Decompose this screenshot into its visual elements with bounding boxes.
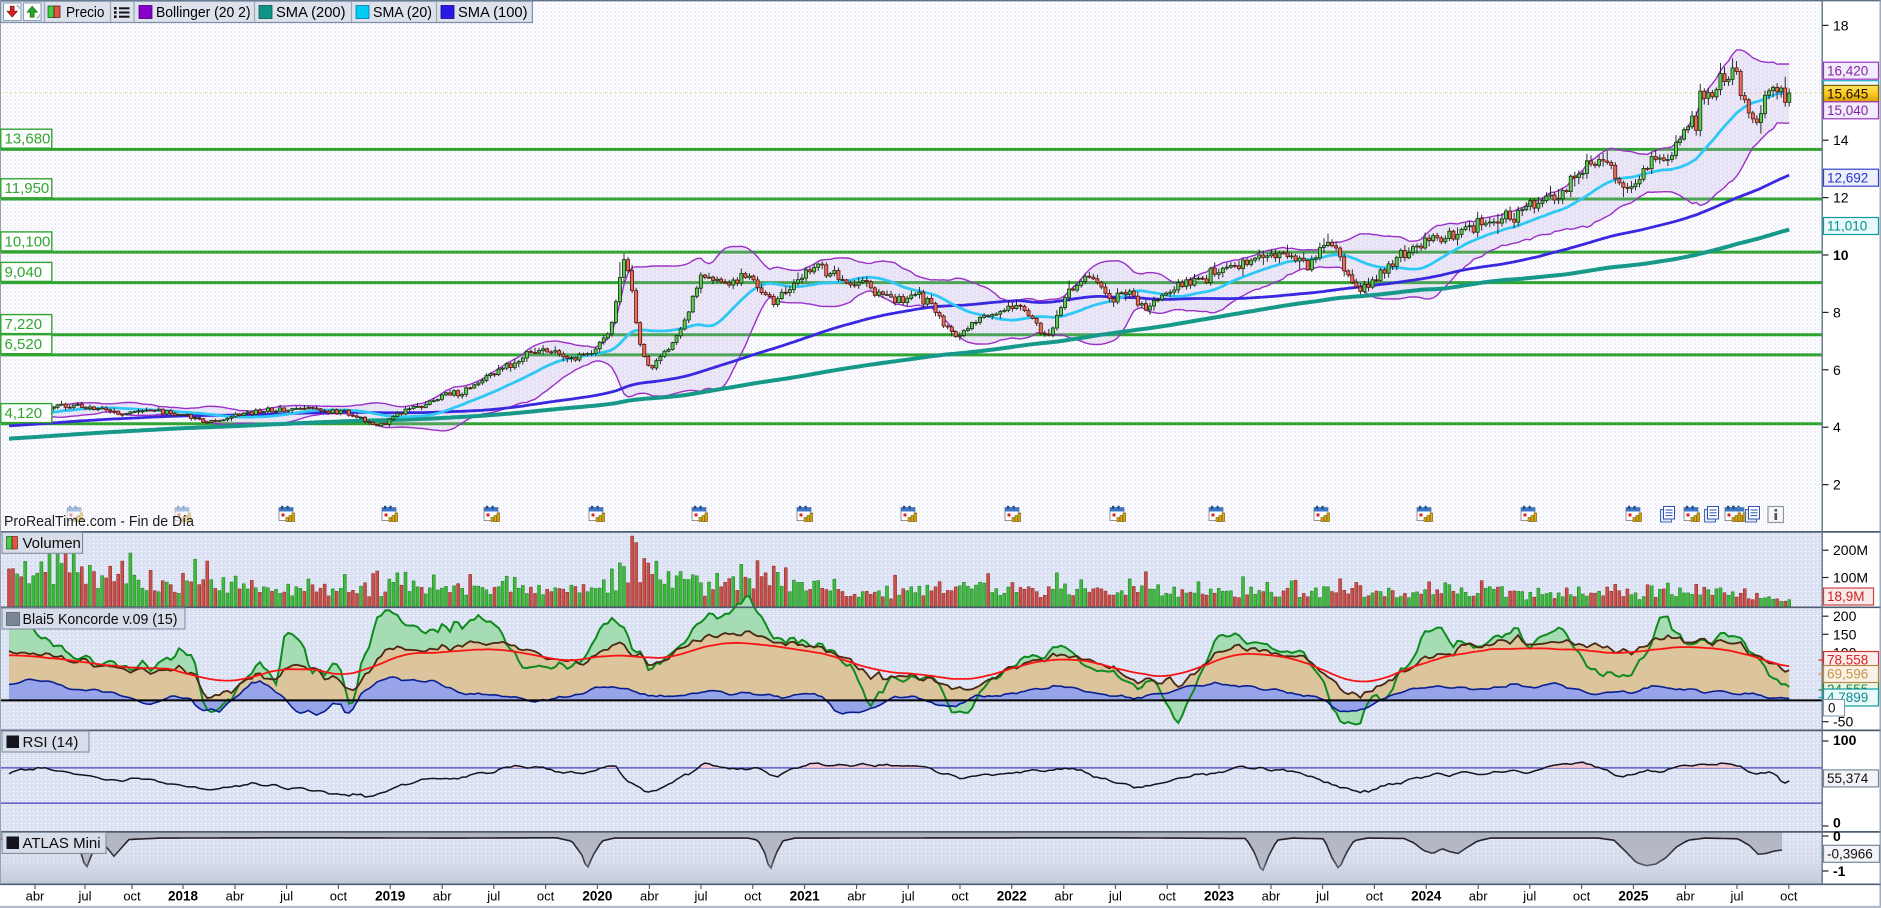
svg-text:6,520: 6,520: [5, 336, 43, 353]
svg-text:jul: jul: [1522, 889, 1536, 904]
svg-text:oct: oct: [330, 889, 348, 904]
svg-text:69,596: 69,596: [1827, 667, 1868, 682]
svg-text:Volumen: Volumen: [23, 535, 81, 552]
svg-text:13,680: 13,680: [5, 131, 51, 148]
svg-text:jul: jul: [901, 889, 915, 904]
svg-text:jul: jul: [1729, 889, 1743, 904]
svg-text:11,010: 11,010: [1827, 219, 1867, 234]
svg-text:oct: oct: [1159, 889, 1177, 904]
svg-text:9,040: 9,040: [5, 264, 43, 281]
svg-text:Precio: Precio: [66, 4, 105, 21]
svg-text:2020: 2020: [582, 889, 612, 904]
svg-text:oct: oct: [951, 889, 969, 904]
svg-text:abr: abr: [1054, 889, 1073, 904]
svg-text:abr: abr: [1262, 889, 1281, 904]
svg-text:15,040: 15,040: [1827, 103, 1868, 118]
svg-text:-1: -1: [1833, 863, 1846, 879]
svg-text:jul: jul: [1315, 889, 1329, 904]
svg-text:oct: oct: [1573, 889, 1591, 904]
svg-text:2018: 2018: [168, 889, 199, 904]
svg-text:abr: abr: [1676, 889, 1695, 904]
svg-text:oct: oct: [744, 889, 762, 904]
svg-text:abr: abr: [26, 889, 45, 904]
svg-text:150: 150: [1833, 626, 1857, 642]
svg-text:SMA (200): SMA (200): [276, 4, 346, 21]
svg-text:oct: oct: [123, 889, 141, 904]
svg-text:2021: 2021: [790, 889, 821, 904]
svg-text:0: 0: [1828, 701, 1836, 716]
svg-text:100: 100: [1833, 732, 1857, 748]
svg-text:abr: abr: [433, 889, 452, 904]
svg-text:4: 4: [1833, 419, 1841, 435]
svg-text:-0,3966: -0,3966: [1827, 847, 1873, 862]
svg-text:RSI (14): RSI (14): [23, 734, 79, 751]
svg-text:2019: 2019: [375, 889, 405, 904]
svg-text:jul: jul: [1108, 889, 1122, 904]
svg-text:Bollinger (20 2): Bollinger (20 2): [156, 4, 251, 21]
svg-text:78,558: 78,558: [1827, 653, 1868, 668]
svg-text:SMA (100): SMA (100): [458, 4, 528, 21]
svg-text:100M: 100M: [1833, 570, 1868, 586]
svg-text:16,420: 16,420: [1827, 63, 1868, 78]
svg-text:55,374: 55,374: [1827, 771, 1869, 786]
svg-text:jul: jul: [77, 889, 91, 904]
svg-text:ATLAS Mini: ATLAS Mini: [23, 835, 101, 852]
svg-text:SMA (20): SMA (20): [373, 4, 432, 21]
svg-text:0: 0: [1833, 828, 1841, 844]
svg-text:4,120: 4,120: [5, 405, 43, 422]
svg-text:-50: -50: [1833, 714, 1853, 730]
svg-text:200M: 200M: [1833, 542, 1868, 558]
svg-text:abr: abr: [1469, 889, 1488, 904]
svg-text:8: 8: [1833, 304, 1841, 320]
svg-text:2: 2: [1833, 477, 1841, 493]
svg-text:Blai5 Koncorde v.09 (15): Blai5 Koncorde v.09 (15): [23, 611, 178, 628]
svg-text:6: 6: [1833, 362, 1841, 378]
svg-text:15,645: 15,645: [1827, 87, 1868, 102]
svg-text:10,100: 10,100: [5, 233, 51, 250]
svg-text:18: 18: [1833, 17, 1849, 33]
svg-text:jul: jul: [693, 889, 707, 904]
svg-text:10: 10: [1833, 247, 1849, 263]
svg-text:0: 0: [1833, 815, 1841, 831]
svg-text:2024: 2024: [1411, 889, 1442, 904]
svg-text:ProRealTime.com - Fin de Día: ProRealTime.com - Fin de Día: [4, 513, 195, 530]
svg-text:200: 200: [1833, 608, 1857, 624]
svg-text:abr: abr: [640, 889, 659, 904]
svg-text:7,220: 7,220: [5, 316, 43, 333]
svg-text:oct: oct: [1780, 889, 1798, 904]
svg-text:2025: 2025: [1618, 889, 1649, 904]
svg-text:2023: 2023: [1204, 889, 1235, 904]
svg-text:18,9M: 18,9M: [1827, 589, 1865, 604]
svg-text:jul: jul: [486, 889, 500, 904]
svg-text:14: 14: [1833, 132, 1849, 148]
svg-text:11,950: 11,950: [5, 180, 50, 197]
svg-text:oct: oct: [1366, 889, 1384, 904]
svg-text:2022: 2022: [997, 889, 1027, 904]
svg-text:abr: abr: [847, 889, 866, 904]
svg-text:12: 12: [1833, 190, 1849, 206]
svg-text:abr: abr: [226, 889, 245, 904]
svg-text:jul: jul: [279, 889, 293, 904]
svg-text:12,692: 12,692: [1827, 170, 1868, 185]
svg-text:oct: oct: [537, 889, 555, 904]
